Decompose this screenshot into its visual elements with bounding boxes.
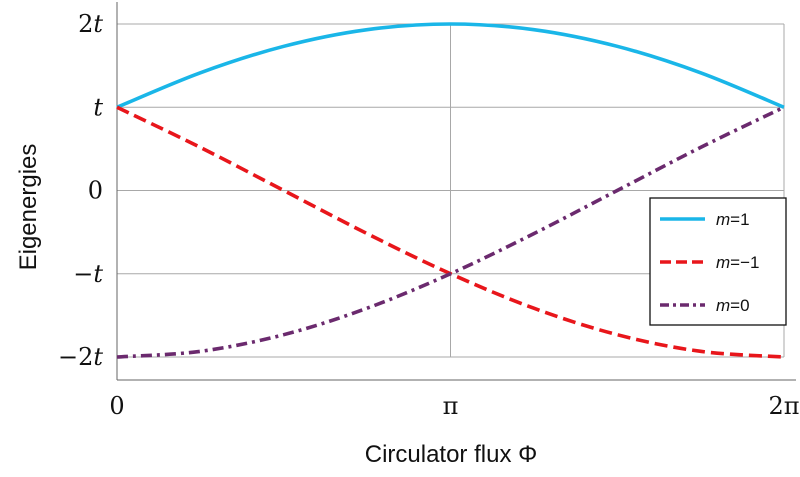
- legend: m=1 m=−1 m=0: [649, 197, 787, 326]
- y-tick-label: 2t: [78, 10, 103, 38]
- x-tick-label: 0: [109, 392, 124, 420]
- y-tick-label: 0: [88, 177, 103, 205]
- y-tick-label: −t: [73, 260, 103, 288]
- y-axis-label: Eigenergies: [15, 144, 42, 271]
- legend-label-2: m=0: [716, 296, 750, 315]
- x-axis-label: Circulator flux Φ: [365, 441, 538, 468]
- series-line-2: [116, 105, 785, 359]
- legend-label-0: m=1: [716, 210, 750, 229]
- y-tick-label: −2t: [58, 343, 103, 371]
- plot-frame: [116, 2, 796, 381]
- series-lines: [116, 22, 785, 359]
- legend-label-1: m=−1: [716, 253, 759, 272]
- y-tick-label: t: [93, 93, 103, 121]
- x-tick-label: 2π: [768, 392, 799, 420]
- x-tick-label: π: [443, 392, 459, 420]
- series-line-0: [116, 22, 785, 109]
